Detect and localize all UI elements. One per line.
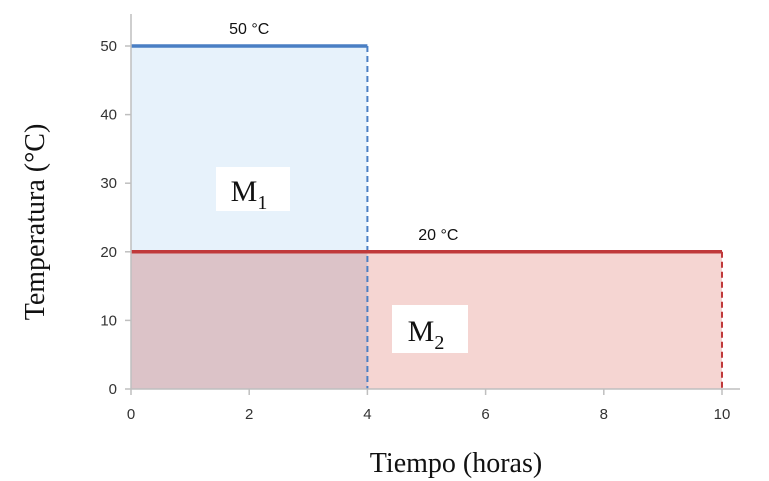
- y-ticks: 0 10 20 30 40 50: [100, 38, 131, 398]
- x-tick-label: 2: [245, 406, 253, 423]
- x-tick-label: 8: [600, 406, 608, 423]
- x-tick-label: 6: [481, 406, 489, 423]
- series-lines: [131, 44, 723, 389]
- region-label-m2-background: [392, 305, 468, 353]
- region-label-m1-background: [216, 167, 290, 211]
- region-overlap-fill: [131, 251, 368, 389]
- y-tick-label: 10: [100, 312, 117, 329]
- y-axis-title: Temperatura (°C): [20, 124, 51, 321]
- x-axis-title: Tiempo (horas): [370, 448, 542, 479]
- x-tick-label: 10: [714, 406, 731, 423]
- y-tick-label: 40: [100, 107, 117, 124]
- y-tick-label: 20: [100, 244, 117, 261]
- x-tick-label: 0: [127, 406, 135, 423]
- x-tick-label: 4: [363, 406, 371, 423]
- series-label-2: 20 °C: [418, 227, 458, 244]
- y-tick-label: 30: [100, 175, 117, 192]
- x-ticks: 0 2 4 6 8 10: [127, 389, 731, 423]
- series-label-1: 50 °C: [229, 21, 269, 38]
- axes: [130, 14, 740, 390]
- y-tick-label: 50: [100, 38, 117, 55]
- y-tick-label: 0: [109, 381, 117, 398]
